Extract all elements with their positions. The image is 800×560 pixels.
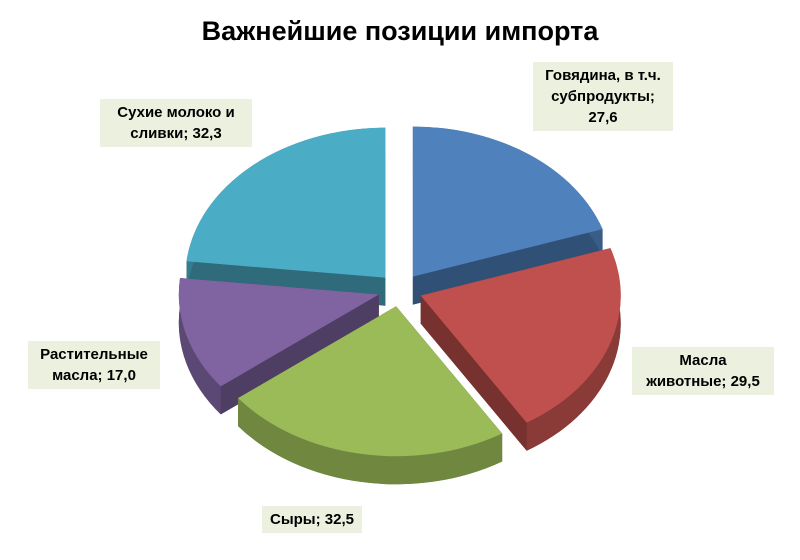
slice	[178, 278, 379, 387]
slice-side	[238, 398, 503, 485]
slice	[186, 127, 386, 278]
chart-title: Важнейшие позиции импорта	[201, 16, 599, 46]
slice-side	[420, 295, 527, 451]
slice	[412, 126, 603, 277]
slice	[238, 306, 503, 485]
data-label: Сыры; 32,5	[262, 506, 362, 533]
slice	[420, 248, 621, 423]
data-label: Растительные масла; 17,0	[28, 341, 160, 389]
slice	[420, 248, 621, 451]
data-label: Сухие молоко и сливки; 32,3	[100, 99, 252, 147]
slice	[186, 127, 386, 306]
slice-side	[220, 294, 379, 415]
slice-side	[178, 278, 221, 415]
slice	[178, 278, 379, 415]
slice	[238, 306, 503, 457]
data-label: Говядина, в т.ч. субпродукты; 27,6	[533, 62, 673, 131]
data-label: Масла животные; 29,5	[632, 347, 774, 395]
